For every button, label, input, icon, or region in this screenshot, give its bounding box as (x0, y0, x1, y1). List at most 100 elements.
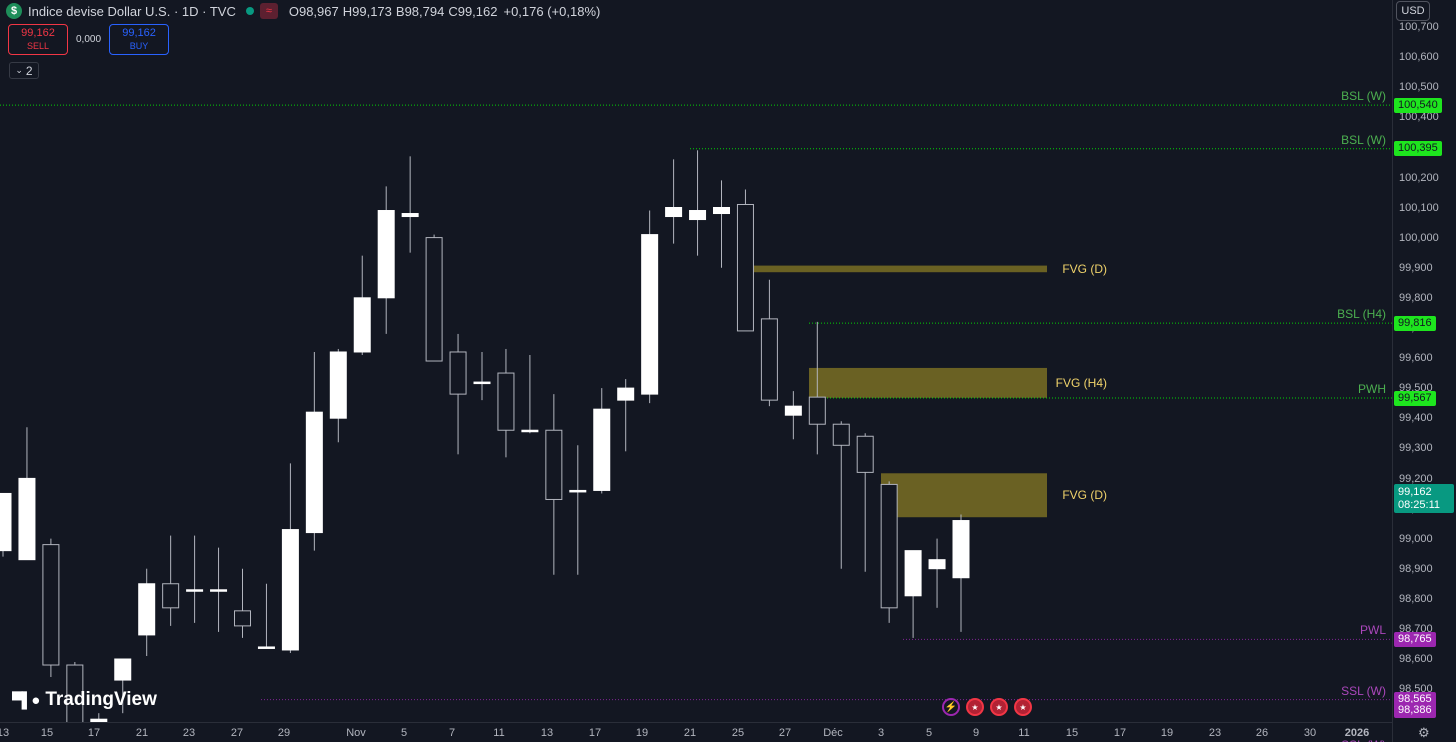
price-axis[interactable]: 100,700100,600100,500100,400100,300100,2… (1392, 0, 1456, 742)
time-tick-label: 30 (1303, 727, 1317, 739)
price-tick-label: 100,200 (1399, 171, 1439, 184)
candle-body (281, 529, 299, 651)
level-price-badge: 99,567 (1394, 390, 1436, 406)
level-name-label: PWL (1359, 623, 1386, 638)
change-value: +0,176 (+0,18%) (503, 3, 601, 19)
candle-body (665, 207, 683, 218)
us-flag-icon[interactable]: ★ (1014, 698, 1032, 716)
level-price-badge: 100,540 (1394, 97, 1442, 113)
fvg-zone-label: FVG (H4) (1055, 375, 1107, 390)
time-tick-label: 19 (635, 727, 649, 739)
price-tick-label: 100,500 (1399, 81, 1439, 94)
candle-body (808, 396, 826, 425)
candle-body (760, 318, 778, 401)
market-open-dot-icon (245, 7, 254, 15)
candle-body (18, 477, 36, 561)
trade-panel: 99,162 SELL 0,000 99,162 BUY (8, 24, 170, 55)
time-tick-label: 27 (778, 727, 792, 739)
level-name-label: SSL (W) (1341, 738, 1386, 742)
candle-body (832, 423, 850, 446)
time-tick-label: 3 (877, 727, 885, 739)
chart-pane[interactable] (0, 0, 1392, 722)
candle-body (66, 664, 84, 722)
candle-body (689, 210, 707, 221)
symbol-title[interactable]: Indice devise Dollar U.S. · 1D · TVC (28, 3, 236, 19)
price-tick-label: 100,100 (1399, 201, 1439, 214)
candle-body (521, 429, 539, 433)
candle-body (856, 435, 874, 473)
spread-value: 0,000 (76, 34, 102, 45)
low-key: B (395, 3, 405, 19)
indicators-count: 2 (25, 63, 33, 78)
time-tick-label: 11 (1018, 727, 1030, 739)
price-tick-label: 99,000 (1399, 532, 1433, 545)
time-tick-label: 17 (1113, 727, 1127, 739)
time-tick-label: 25 (731, 727, 745, 739)
candle-body (736, 203, 754, 332)
candle-body (0, 492, 12, 552)
wave-icon[interactable]: ≈ (259, 3, 278, 19)
us-flag-icon[interactable]: ★ (990, 698, 1008, 716)
candle-body (713, 207, 730, 215)
chevron-down-icon: ⌄ (15, 65, 23, 75)
fvg-zone (881, 473, 1047, 518)
candle-body (784, 405, 802, 416)
time-tick-label: 9 (972, 727, 980, 739)
candle-body (497, 372, 515, 431)
time-tick-label: 13 (540, 727, 554, 739)
candle-body (952, 520, 970, 579)
time-axis[interactable]: 13 15 17 21 23 27 29 Nov 5 7 11 13 17 19 21 25 27 Déc 3 5 9 1… (0, 722, 1392, 742)
candle-body (928, 559, 946, 570)
price-tick-label: 99,300 (1399, 442, 1433, 455)
sell-price: 99,162 (21, 27, 55, 39)
time-tick-label: 5 (925, 727, 933, 739)
time-tick-label: 27 (230, 727, 244, 739)
candle-body (377, 210, 395, 299)
price-tick-label: 99,200 (1399, 472, 1433, 485)
buy-button[interactable]: 99,162 BUY (109, 24, 170, 55)
price-tick-label: 98,600 (1399, 653, 1433, 666)
time-tick-label: 17 (588, 727, 602, 739)
candle-body (42, 544, 60, 666)
candle-body (186, 589, 204, 592)
candle-body (234, 610, 251, 627)
time-tick-label: 26 (1255, 727, 1269, 739)
symbol-header: $ Indice devise Dollar U.S. · 1D · TVC ≈… (6, 3, 600, 19)
time-tick-label: 11 (493, 727, 505, 739)
candle-body (641, 234, 659, 395)
level-name-label: BSL (W) (1341, 89, 1386, 104)
price-tick-label: 100,000 (1399, 231, 1439, 244)
price-tick-label: 100,400 (1399, 111, 1439, 124)
high-key: H (342, 3, 353, 19)
us-flag-icon[interactable]: ★ (966, 698, 984, 716)
gear-icon[interactable]: ⚙ (1418, 725, 1430, 740)
candle-body (545, 429, 563, 500)
time-tick-label: 13 (0, 727, 10, 739)
currency-button[interactable]: USD (1396, 1, 1430, 21)
tradingview-logo-icon: ▀▌● (12, 691, 40, 709)
level-name-label: BSL (W) (1341, 132, 1386, 147)
chart-canvas[interactable] (0, 0, 1392, 722)
candle-body (305, 411, 323, 534)
time-tick-label: 15 (1065, 727, 1079, 739)
sell-button[interactable]: 99,162 SELL (8, 24, 68, 55)
price-tick-label: 99,600 (1399, 352, 1433, 365)
candle-body (329, 351, 347, 419)
candle-body (162, 583, 180, 609)
candle-body (257, 646, 275, 649)
level-name-label: BSL (H4) (1337, 307, 1386, 322)
price-tick-label: 99,900 (1399, 261, 1433, 274)
tradingview-logo[interactable]: ▀▌● TradingView (12, 689, 157, 711)
time-tick-label: 23 (182, 727, 196, 739)
indicators-toggle-button[interactable]: ⌄ 2 (9, 62, 39, 79)
flash-icon[interactable]: ⚡ (942, 698, 960, 716)
current-price-value: 99,162 (1398, 486, 1432, 498)
level-name-label: SSL (W) (1341, 683, 1386, 698)
candle-body (593, 408, 611, 491)
close-value: 99,162 (457, 3, 498, 19)
candle-body (90, 718, 108, 722)
buy-label: BUY (129, 41, 149, 51)
open-key: O (288, 3, 299, 19)
economic-events: ⚡ ★ ★ ★ (942, 698, 1032, 716)
